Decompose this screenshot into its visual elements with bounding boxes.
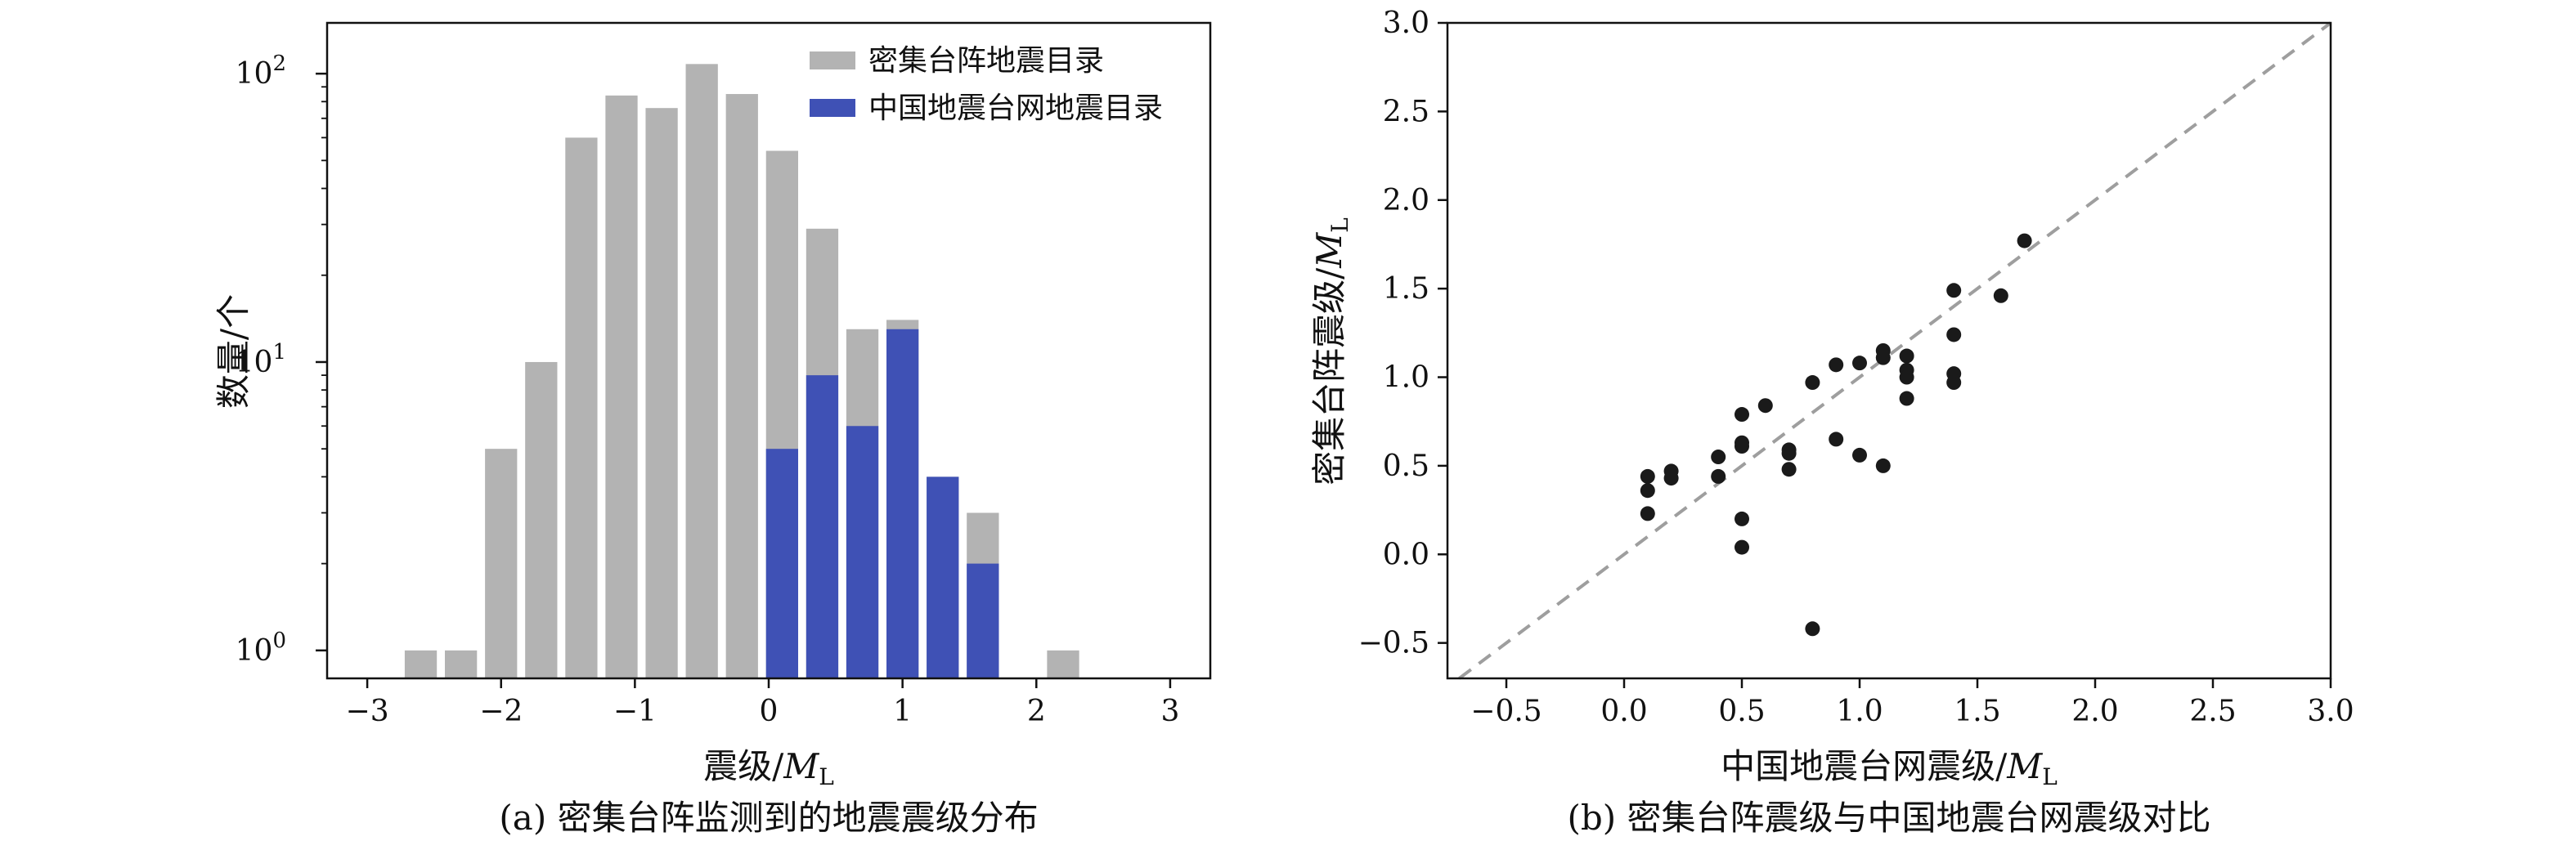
- scatter-point: [1711, 468, 1726, 484]
- x-tick-label: 2.5: [2189, 695, 2236, 728]
- scatter-x-axis-title: 中国地震台网震级/ML: [1721, 746, 2058, 790]
- network-catalog-bar: [765, 449, 798, 678]
- x-tick-label: 1.0: [1836, 695, 1883, 728]
- histogram-x-axis-title: 震级/ML: [703, 746, 834, 790]
- y-tick-label: −0.5: [1358, 627, 1429, 660]
- scatter-point: [1899, 348, 1914, 364]
- legend-swatch-array: [810, 51, 855, 69]
- scatter-point: [1781, 445, 1797, 461]
- scatter-point: [1640, 468, 1655, 484]
- x-tick-label: −3: [346, 695, 389, 728]
- scatter-points: [1640, 233, 2032, 637]
- scatter-point: [1640, 506, 1655, 521]
- network-catalog-bars: [765, 329, 999, 678]
- scatter-point: [1852, 447, 1867, 463]
- array-catalog-bar: [685, 64, 718, 678]
- magnitude-comparison-panel: −0.5 0.0 0.5 1.0 1.5 2.0 2.5 3.0 −0.5 0.0 0.5 1.0 1…: [1309, 7, 2354, 838]
- array-catalog-bar: [565, 137, 598, 678]
- array-catalog-bar: [404, 650, 438, 678]
- y-tick-label: 101: [236, 340, 286, 379]
- scatter-point: [1663, 471, 1679, 486]
- scatter-point: [1993, 288, 2008, 303]
- scatter-point: [1875, 350, 1891, 365]
- array-catalog-bar: [485, 449, 518, 678]
- x-tick-label: 3: [1160, 695, 1179, 728]
- x-tick-label: 0.5: [1718, 695, 1765, 728]
- scatter-point: [1757, 398, 1773, 414]
- array-catalog-bar: [525, 361, 558, 678]
- histogram-caption: (a) 密集台阵监测到的地震震级分布: [499, 798, 1038, 838]
- scatter-point: [1735, 511, 1749, 526]
- y-tick-label: 0.0: [1383, 538, 1429, 571]
- x-tick-label: 3.0: [2307, 695, 2354, 728]
- magnitude-histogram-panel: −3 −2 −1 0 1 2 3 100 101 102 密集台阵地震目录 中国地震台网地震目录…: [213, 21, 1212, 838]
- x-tick-label: 1.5: [1954, 695, 2000, 728]
- network-catalog-bar: [967, 563, 999, 678]
- legend-swatch-network: [810, 99, 855, 117]
- scatter-point: [1735, 439, 1749, 454]
- scatter-y-ticks: −0.5 0.0 0.5 1.0 1.5 2.0 2.5 3.0: [1358, 7, 1447, 660]
- y-tick-label: 3.0: [1383, 7, 1429, 40]
- array-catalog-bar: [1047, 650, 1079, 678]
- x-tick-label: −1: [613, 695, 657, 728]
- y-tick-label: 100: [236, 629, 286, 668]
- y-tick-label: 2.5: [1383, 95, 1429, 128]
- scatter-y-axis-title: 密集台阵震级/ML: [1309, 217, 1353, 485]
- scatter-plot-frame: [1446, 21, 2332, 680]
- scatter-point: [1711, 450, 1726, 465]
- array-catalog-bar: [725, 94, 758, 679]
- legend-label-array: 密集台阵地震目录: [868, 44, 1104, 78]
- scatter-caption: (b) 密集台阵震级与中国地震台网震级对比: [1567, 798, 2210, 838]
- scatter-point: [1852, 356, 1867, 371]
- histogram-y-axis-title: 数量/个: [213, 294, 254, 409]
- one-to-one-reference-line: [1458, 21, 2332, 680]
- array-catalog-bar: [645, 108, 678, 678]
- y-tick-label: 2.0: [1383, 184, 1429, 217]
- scatter-point: [1640, 483, 1655, 499]
- scatter-point: [1805, 375, 1820, 391]
- x-tick-label: 1: [893, 695, 912, 728]
- scatter-point: [1899, 391, 1914, 406]
- x-tick-label: 0: [760, 695, 779, 728]
- scatter-point: [1946, 375, 1962, 391]
- scatter-point: [1829, 357, 1844, 373]
- x-tick-label: −0.5: [1470, 695, 1542, 728]
- x-tick-label: 0.0: [1600, 695, 1647, 728]
- x-tick-label: −2: [479, 695, 523, 728]
- scatter-point: [1805, 621, 1820, 637]
- array-catalog-bar: [445, 650, 478, 678]
- scatter-point: [1899, 369, 1914, 385]
- network-catalog-bar: [806, 375, 839, 678]
- scatter-x-ticks: −0.5 0.0 0.5 1.0 1.5 2.0 2.5 3.0: [1470, 678, 2354, 728]
- x-tick-label: 2.0: [2071, 695, 2118, 728]
- scatter-point: [1946, 283, 1962, 298]
- scatter-point: [1875, 458, 1891, 473]
- histogram-x-ticks: −3 −2 −1 0 1 2 3: [346, 678, 1179, 728]
- scatter-point: [1946, 327, 1962, 342]
- scatter-point: [1735, 407, 1749, 423]
- network-catalog-bar: [927, 476, 959, 678]
- histogram-legend: 密集台阵地震目录 中国地震台网地震目录: [810, 44, 1163, 125]
- scatter-point: [2017, 233, 2032, 248]
- scatter-point: [1735, 539, 1749, 555]
- array-catalog-bar: [605, 95, 638, 678]
- legend-label-network: 中国地震台网地震目录: [868, 92, 1163, 125]
- y-tick-label: 1.5: [1383, 272, 1429, 306]
- y-tick-label: 0.5: [1383, 450, 1429, 483]
- y-tick-label: 1.0: [1383, 361, 1429, 395]
- network-catalog-bar: [886, 329, 919, 678]
- scatter-point: [1829, 432, 1844, 447]
- y-tick-label: 102: [236, 51, 286, 91]
- scatter-point: [1781, 462, 1797, 477]
- x-tick-label: 2: [1027, 695, 1046, 728]
- network-catalog-bar: [846, 426, 879, 678]
